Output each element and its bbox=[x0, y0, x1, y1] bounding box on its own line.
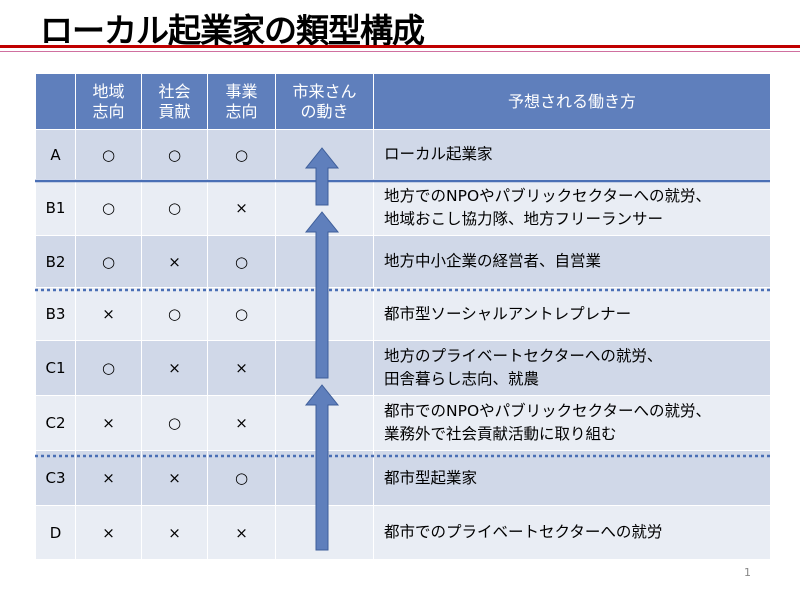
mark-cell: ○ bbox=[75, 235, 142, 288]
work-style-cell: 都市でのプライベートセクターへの就労 bbox=[373, 505, 771, 560]
mark-cell: × bbox=[141, 450, 208, 506]
slide-title: ローカル起業家の類型構成 bbox=[40, 11, 425, 50]
mark-cell: ○ bbox=[141, 287, 208, 341]
column-header: 事業 志向 bbox=[207, 73, 276, 130]
type-id-cell: B1 bbox=[35, 179, 76, 236]
mark-cell: ○ bbox=[207, 287, 276, 341]
type-id-cell: B3 bbox=[35, 287, 76, 341]
title-rule-pink bbox=[0, 51, 800, 52]
mark-cell: × bbox=[75, 395, 142, 451]
work-style-cell: 地方のプライベートセクターへの就労、 田舎暮らし志向、就農 bbox=[373, 340, 771, 396]
types-table: 地域 志向 社会 貢献 事業 志向 市来さん の動き 予想される働き方 A ○ ○ ○ ローカル… bbox=[35, 73, 771, 560]
mark-cell: × bbox=[75, 450, 142, 506]
mark-cell: ○ bbox=[207, 450, 276, 506]
mark-cell: × bbox=[141, 340, 208, 396]
type-id-cell: A bbox=[35, 129, 76, 180]
column-header: 地域 志向 bbox=[75, 73, 142, 130]
mark-cell: × bbox=[141, 505, 208, 560]
mark-cell: ○ bbox=[75, 129, 142, 180]
page-number: 1 bbox=[744, 566, 751, 579]
table-row: B3 × ○ ○ 都市型ソーシャルアントレプレナー bbox=[35, 287, 771, 341]
mark-cell: × bbox=[207, 179, 276, 236]
column-header: 予想される働き方 bbox=[373, 73, 771, 130]
mark-cell: ○ bbox=[207, 129, 276, 180]
table-row: B1 ○ ○ × 地方でのNPOやパブリックセクターへの就労、 地域おこし協力隊、地方フ… bbox=[35, 179, 771, 236]
mark-cell: × bbox=[141, 235, 208, 288]
type-id-cell: C2 bbox=[35, 395, 76, 451]
column-header: 社会 貢献 bbox=[141, 73, 208, 130]
mark-cell: × bbox=[207, 505, 276, 560]
up-arrow-icon bbox=[304, 211, 340, 379]
mark-cell: × bbox=[207, 395, 276, 451]
mark-cell: ○ bbox=[141, 179, 208, 236]
column-header bbox=[35, 73, 76, 130]
work-style-cell: 都市型ソーシャルアントレプレナー bbox=[373, 287, 771, 341]
mark-cell: ○ bbox=[141, 395, 208, 451]
mark-cell: × bbox=[75, 505, 142, 560]
table-row: C3 × × ○ 都市型起業家 bbox=[35, 450, 771, 506]
mark-cell: ○ bbox=[207, 235, 276, 288]
work-style-cell: 都市型起業家 bbox=[373, 450, 771, 506]
type-id-cell: B2 bbox=[35, 235, 76, 288]
up-arrow-icon bbox=[304, 147, 340, 206]
type-id-cell: D bbox=[35, 505, 76, 560]
table-row: C1 ○ × × 地方のプライベートセクターへの就労、 田舎暮らし志向、就農 bbox=[35, 340, 771, 396]
work-style-cell: 地方でのNPOやパブリックセクターへの就労、 地域おこし協力隊、地方フリーランサ… bbox=[373, 179, 771, 236]
table-row: D × × × 都市でのプライベートセクターへの就労 bbox=[35, 505, 771, 560]
mark-cell: ○ bbox=[75, 179, 142, 236]
up-arrow-icon bbox=[304, 384, 340, 551]
mark-cell: × bbox=[207, 340, 276, 396]
title-rule-red bbox=[0, 45, 800, 48]
mark-cell: ○ bbox=[141, 129, 208, 180]
mark-cell: ○ bbox=[75, 340, 142, 396]
type-id-cell: C1 bbox=[35, 340, 76, 396]
